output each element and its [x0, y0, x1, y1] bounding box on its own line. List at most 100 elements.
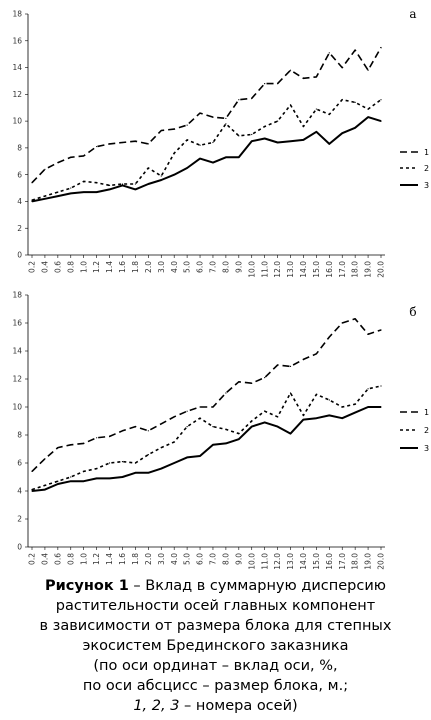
- data-point-1: [31, 470, 33, 472]
- data-point-1: [238, 381, 240, 383]
- y-tick-label: 0: [17, 251, 22, 260]
- x-tick-label: 13.0: [286, 553, 295, 570]
- data-point-3: [380, 120, 382, 122]
- data-point-3: [57, 195, 59, 197]
- series-line-2: [31, 385, 382, 491]
- series-line-3: [31, 116, 382, 203]
- data-point-2: [302, 414, 305, 416]
- x-tick-label: 18.0: [351, 261, 360, 278]
- x-tick-label: 16.0: [325, 261, 334, 278]
- x-tick-label: 4.0: [170, 553, 179, 565]
- data-point-2: [96, 468, 98, 470]
- data-point-2: [173, 441, 175, 443]
- x-tick-label: 4.0: [170, 261, 179, 273]
- data-point-2: [341, 99, 343, 101]
- x-tick-label: 8.0: [221, 261, 230, 273]
- y-tick-label: 6: [17, 459, 22, 468]
- data-point-3: [328, 143, 330, 145]
- data-point-1: [44, 168, 46, 170]
- figure-caption: Рисунок 1 – Вклад в суммарную дисперсию …: [0, 576, 431, 716]
- data-point-1: [108, 435, 111, 437]
- x-tick-label: 7.0: [209, 553, 218, 565]
- data-point-3: [186, 456, 188, 458]
- x-tick-label: 1.2: [92, 553, 101, 565]
- data-point-2: [212, 141, 214, 144]
- y-tick-label: 2: [17, 515, 22, 524]
- data-point-2: [328, 113, 330, 116]
- series-line-3: [31, 406, 381, 492]
- data-point-3: [57, 483, 59, 485]
- y-tick-label: 12: [12, 90, 22, 99]
- data-point-3: [238, 156, 240, 158]
- data-point-2: [147, 454, 149, 456]
- data-point-3: [121, 476, 124, 478]
- data-point-3: [354, 412, 356, 414]
- y-tick-label: 14: [12, 63, 22, 72]
- x-tick-label: 1.4: [105, 553, 114, 565]
- caption-line-1: – Вклад в суммарную дисперсию: [128, 578, 386, 594]
- data-point-2: [31, 489, 33, 491]
- data-point-3: [225, 156, 227, 158]
- data-point-2: [302, 125, 305, 128]
- series-line-2: [31, 98, 382, 201]
- x-tick-label: 5.0: [183, 261, 192, 273]
- x-tick-label: 15.0: [312, 553, 321, 570]
- data-point-3: [212, 444, 214, 446]
- data-point-3: [134, 188, 137, 190]
- data-point-1: [57, 162, 59, 164]
- data-point-3: [160, 468, 162, 470]
- data-point-1: [328, 52, 330, 54]
- data-point-1: [251, 97, 253, 99]
- x-tick-label: 19.0: [364, 261, 373, 278]
- data-point-3: [70, 192, 72, 195]
- data-point-2: [276, 120, 279, 122]
- x-tick-label: 14.0: [299, 553, 308, 570]
- panel-letter: а: [409, 7, 416, 21]
- data-point-1: [367, 69, 369, 71]
- x-tick-label: 0.2: [28, 553, 37, 565]
- y-tick-label: 8: [17, 431, 22, 440]
- caption-line-6: по оси абсцисс – размер блока, м.;: [82, 678, 349, 694]
- data-point-1: [380, 46, 382, 49]
- data-point-1: [264, 83, 266, 85]
- data-point-2: [380, 99, 382, 101]
- data-point-1: [31, 182, 33, 184]
- x-tick-label: 16.0: [325, 553, 334, 570]
- data-point-1: [289, 365, 292, 367]
- data-point-2: [57, 480, 59, 482]
- data-point-3: [276, 426, 279, 428]
- data-point-2: [108, 462, 111, 464]
- data-point-2: [147, 167, 149, 169]
- y-tick-label: 16: [12, 36, 22, 45]
- data-point-2: [354, 101, 356, 103]
- y-tick-label: 14: [12, 347, 22, 356]
- data-point-2: [354, 403, 356, 405]
- data-point-1: [328, 336, 330, 338]
- data-point-3: [44, 489, 46, 491]
- x-tick-label: 1.6: [118, 553, 127, 565]
- y-tick-label: 2: [17, 224, 22, 233]
- data-point-3: [225, 442, 227, 444]
- data-point-1: [276, 83, 279, 85]
- data-point-2: [173, 152, 175, 154]
- data-point-2: [315, 393, 317, 395]
- data-point-2: [238, 135, 240, 137]
- data-point-3: [328, 414, 330, 416]
- x-tick-label: 14.0: [299, 261, 308, 278]
- caption-axes-numbers: 1, 2, 3: [133, 698, 180, 714]
- data-point-2: [276, 416, 279, 418]
- data-point-3: [108, 188, 111, 190]
- data-point-1: [225, 117, 227, 120]
- data-point-2: [225, 428, 227, 430]
- x-tick-label: 1.8: [131, 553, 140, 565]
- data-point-1: [134, 426, 137, 428]
- data-point-3: [380, 406, 382, 408]
- x-tick-label: 13.0: [286, 261, 295, 278]
- data-point-1: [289, 69, 292, 71]
- x-tick-label: 0.2: [28, 261, 37, 273]
- data-point-1: [238, 99, 240, 101]
- data-point-3: [199, 455, 201, 457]
- data-point-3: [341, 132, 343, 134]
